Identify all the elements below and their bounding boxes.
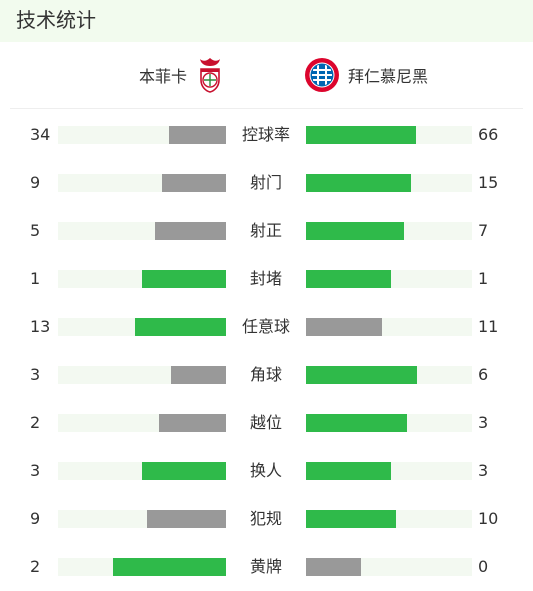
home-stat-value: 5 (30, 221, 41, 240)
header-bar: 技术统计 (0, 0, 533, 42)
stat-label: 射正 (249, 221, 282, 240)
home-stat-bar (168, 126, 226, 144)
away-stat-track (306, 126, 472, 144)
away-stat-bar (306, 126, 416, 144)
stat-row: 13 任意球 11 (0, 303, 533, 351)
away-stat-value: 3 (478, 461, 489, 480)
away-stat-value: 6 (478, 365, 489, 384)
stat-row: 9 射门 15 (0, 159, 533, 207)
away-stat-track (306, 222, 472, 240)
away-stat-value: 0 (478, 557, 489, 576)
away-stat-value: 15 (478, 173, 499, 192)
home-stat-track (58, 414, 226, 432)
teams-header: 本菲卡 拜仁慕尼黑 (0, 48, 533, 106)
away-stat-bar (306, 318, 383, 336)
home-stat-track (58, 366, 226, 384)
home-stat-bar (158, 414, 226, 432)
home-stat-value: 1 (30, 269, 41, 288)
home-stat-value: 13 (30, 317, 51, 336)
home-stat-track (58, 462, 226, 480)
home-stat-bar (142, 270, 226, 288)
home-stat-value: 3 (30, 365, 41, 384)
away-stat-bar (306, 510, 396, 528)
bayern-crest-icon (305, 58, 339, 92)
stat-label: 任意球 (241, 317, 290, 336)
away-stat-track (306, 558, 472, 576)
home-stat-track (58, 558, 226, 576)
away-stat-track (306, 462, 472, 480)
stat-row: 2 越位 3 (0, 399, 533, 447)
away-stat-value: 1 (478, 269, 489, 288)
stat-label: 角球 (249, 365, 282, 384)
home-stat-track (58, 318, 226, 336)
away-stat-track (306, 270, 472, 288)
home-stat-track (58, 270, 226, 288)
stat-label: 控球率 (241, 125, 290, 144)
stat-label: 黄牌 (249, 557, 282, 576)
home-stat-value: 34 (30, 125, 51, 144)
home-stat-bar (147, 510, 226, 528)
away-team-name: 拜仁慕尼黑 (348, 67, 429, 86)
stat-label: 封堵 (249, 269, 282, 288)
away-stat-track (306, 510, 472, 528)
home-stat-bar (142, 462, 226, 480)
home-stat-bar (155, 222, 226, 240)
home-stat-bar (135, 318, 226, 336)
away-stat-bar (306, 222, 404, 240)
away-stat-value: 3 (478, 413, 489, 432)
away-stat-value: 10 (478, 509, 499, 528)
stat-row: 1 封堵 1 (0, 255, 533, 303)
stat-row: 5 射正 7 (0, 207, 533, 255)
away-stat-track (306, 174, 472, 192)
home-stat-value: 2 (30, 557, 41, 576)
away-stat-value: 66 (478, 125, 499, 144)
away-stat-bar (306, 270, 391, 288)
home-stat-track (58, 510, 226, 528)
stat-row: 2 黄牌 0 (0, 543, 533, 591)
stat-row: 9 犯规 10 (0, 495, 533, 543)
away-stat-bar (306, 414, 408, 432)
home-stat-track (58, 174, 226, 192)
away-stat-bar (306, 558, 361, 576)
divider (10, 108, 523, 109)
home-team-name: 本菲卡 (138, 67, 187, 86)
stat-label: 射门 (249, 173, 282, 192)
home-stat-bar (170, 366, 226, 384)
away-stat-bar (306, 462, 391, 480)
away-stat-value: 7 (478, 221, 489, 240)
home-stat-track (58, 126, 226, 144)
home-stat-value: 3 (30, 461, 41, 480)
home-stat-value: 2 (30, 413, 41, 432)
home-stat-value: 9 (30, 509, 41, 528)
home-stat-value: 9 (30, 173, 41, 192)
stat-row: 34 控球率 66 (0, 111, 533, 159)
home-stat-bar (162, 174, 226, 192)
away-stat-track (306, 318, 472, 336)
away-stat-value: 11 (478, 317, 499, 336)
stats-list: 34 控球率 66 9 射门 15 5 射正 7 1 封堵 1 13 任意球 11 3 角球 6 2 越位 3 3 换人 3 9… (0, 111, 533, 591)
stat-row: 3 换人 3 (0, 447, 533, 495)
away-stat-bar (306, 366, 418, 384)
stat-label: 越位 (249, 413, 282, 432)
away-stat-track (306, 366, 472, 384)
stat-row: 3 角球 6 (0, 351, 533, 399)
home-stat-track (58, 222, 226, 240)
home-stat-bar (113, 558, 226, 576)
stat-label: 犯规 (249, 509, 282, 528)
benfica-crest-icon (200, 58, 220, 93)
away-stat-track (306, 414, 472, 432)
away-stat-bar (306, 174, 411, 192)
page-title: 技术统计 (16, 8, 96, 32)
stat-label: 换人 (249, 461, 282, 480)
